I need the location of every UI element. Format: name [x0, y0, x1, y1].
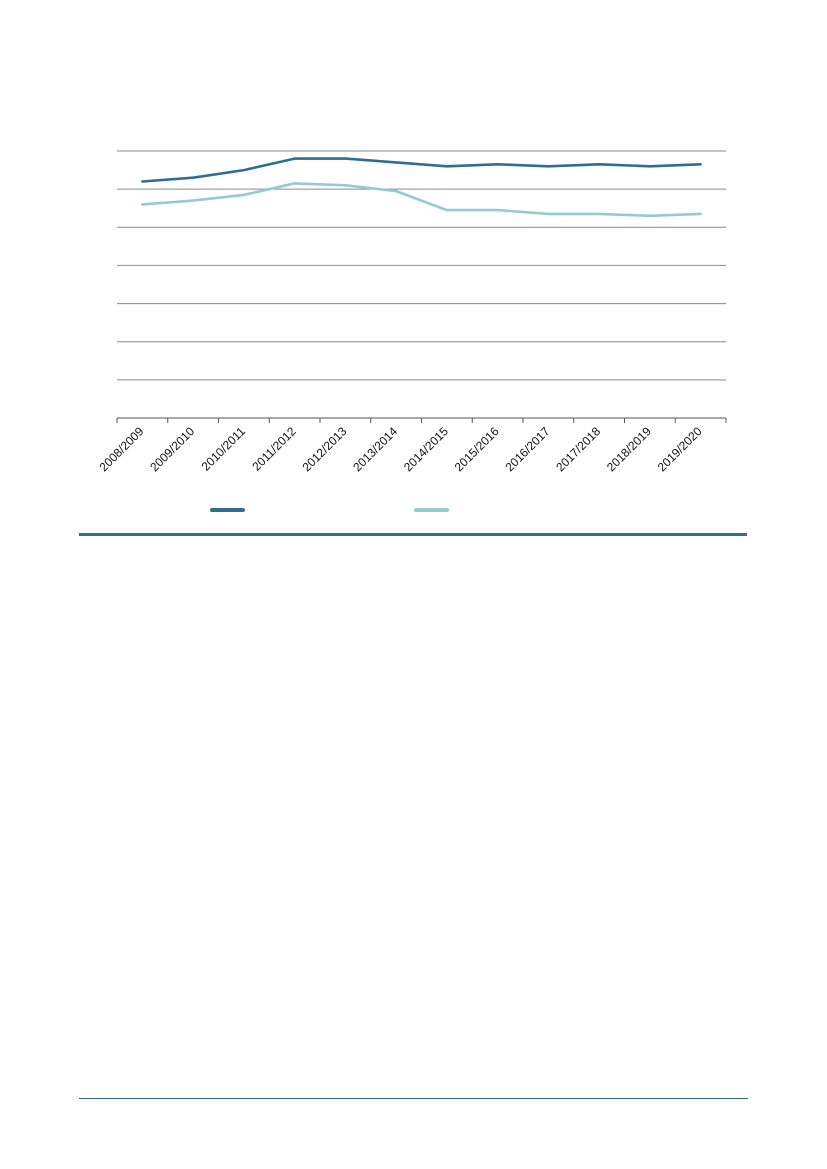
x-axis: 2008/2009 2009/2010 2010/2011 2011/2012 2012… [96, 417, 727, 474]
gridlines [117, 150, 726, 381]
x-tick-label: 2009/2010 [147, 424, 197, 474]
x-tick-label: 2011/2012 [249, 424, 299, 474]
x-tick-label: 2018/2019 [604, 424, 654, 474]
x-tick-label: 2014/2015 [401, 424, 451, 474]
x-tick-label: 2008/2009 [96, 424, 146, 474]
x-tick-label: 2013/2014 [350, 424, 400, 474]
section-divider [79, 533, 747, 536]
x-tick-label: 2016/2017 [502, 424, 552, 474]
series-lines [141, 157, 702, 218]
footer-divider [79, 1098, 748, 1099]
series-line-2 [141, 182, 702, 218]
line-chart: 2008/2009 2009/2010 2010/2011 2011/2012 2012… [96, 150, 727, 512]
x-tick-label: 2015/2016 [452, 424, 502, 474]
x-tick-label: 2019/2020 [655, 424, 705, 474]
series-line-1 [141, 157, 702, 183]
x-tick-label: 2010/2011 [199, 424, 249, 474]
x-tick-label: 2017/2018 [553, 424, 603, 474]
x-tick-label: 2012/2013 [299, 424, 349, 474]
